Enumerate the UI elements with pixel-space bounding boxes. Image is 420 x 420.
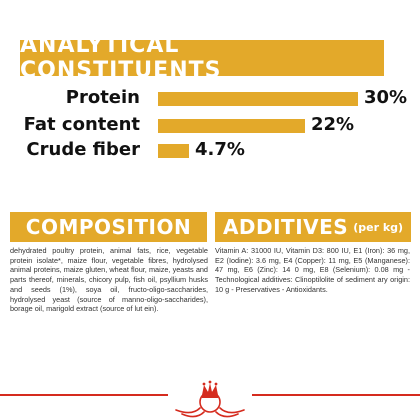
- royal-canin-crown-logo-icon: [168, 380, 252, 420]
- protein-value: 30%: [364, 87, 408, 108]
- fat-content-label: Fat content: [23, 114, 140, 135]
- protein-label: Protein: [65, 87, 140, 108]
- fat-content-bar: [158, 119, 305, 133]
- crude-fiber-value: 4.7%: [195, 139, 245, 160]
- analytical-constituents-title: ANALYTICAL CONSTITUENTS: [20, 33, 222, 83]
- crude-fiber-label: Crude fiber: [26, 139, 140, 160]
- crude-fiber-bar: [158, 144, 189, 158]
- additives-per-kg-label: (per kg): [353, 220, 404, 234]
- additives-text: Vitamin A: 31000 IU, Vitamin D3: 800 IU,…: [215, 246, 410, 294]
- composition-text: dehydrated poultry protein, animal fats,…: [10, 246, 208, 314]
- composition-title: COMPOSITION: [25, 215, 192, 239]
- additives-title: ADDITIVES: [222, 215, 349, 239]
- composition-banner: COMPOSITION: [10, 212, 207, 242]
- protein-bar: [158, 92, 358, 106]
- fat-content-row: Fat content 22%: [0, 113, 420, 137]
- analytical-constituents-banner: ANALYTICAL CONSTITUENTS: [20, 33, 384, 83]
- crude-fiber-row: Crude fiber 4.7%: [0, 138, 420, 162]
- protein-row: Protein 30%: [0, 86, 420, 110]
- additives-banner: ADDITIVES (per kg): [215, 212, 411, 242]
- fat-content-value: 22%: [311, 114, 355, 135]
